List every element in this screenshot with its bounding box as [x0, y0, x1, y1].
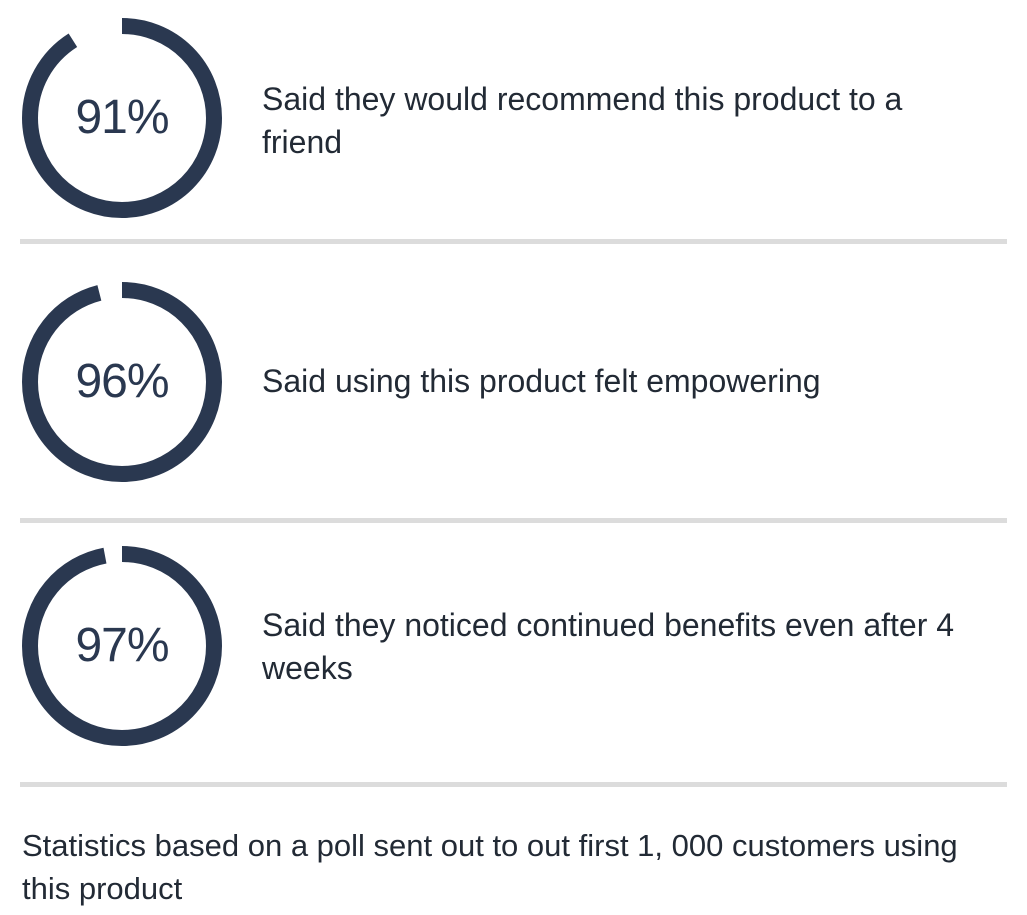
- progress-ring: 91%: [20, 16, 224, 220]
- stat-row-recommend: 91% Said they would recommend this produ…: [0, 16, 1027, 236]
- stat-description: Said they noticed continued benefits eve…: [262, 607, 955, 686]
- divider: [20, 782, 1007, 787]
- progress-ring-arc: [22, 282, 222, 482]
- stat-description: Said using this product felt empowering: [262, 363, 821, 399]
- progress-ring-graphic: [22, 18, 222, 218]
- stat-value: 91%: [75, 91, 169, 144]
- stat-row-empowering: 96% Said using this product felt empower…: [0, 280, 1027, 500]
- progress-ring-arc: [22, 546, 222, 746]
- divider: [20, 239, 1007, 244]
- progress-ring: 97%: [20, 544, 224, 748]
- progress-ring-graphic: [22, 282, 222, 482]
- stat-row-benefits: 97% Said they noticed continued benefits…: [0, 544, 1027, 764]
- divider: [20, 518, 1007, 523]
- progress-ring-arc: [22, 18, 222, 218]
- progress-ring-graphic: [22, 546, 222, 746]
- footnote: Statistics based on a poll sent out to o…: [22, 828, 958, 906]
- stat-value: 96%: [75, 355, 169, 408]
- stat-description: Said they would recommend this product t…: [262, 81, 903, 160]
- progress-ring: 96%: [20, 280, 224, 484]
- stat-value: 97%: [75, 619, 169, 672]
